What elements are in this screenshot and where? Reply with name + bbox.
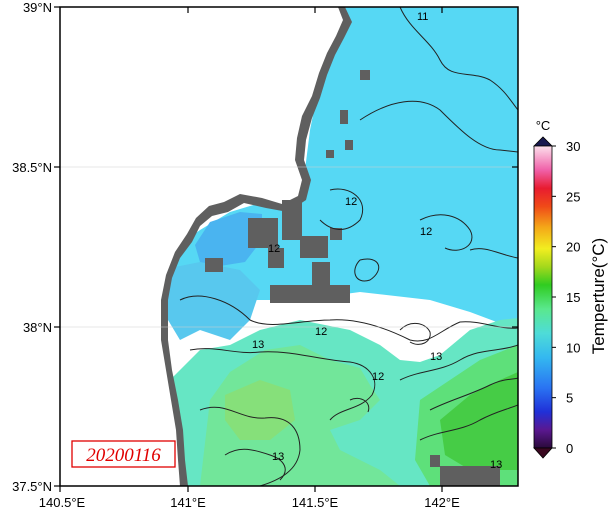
lon-label-142: 142°E <box>424 495 460 510</box>
contour-label-12a: 12 <box>345 196 357 208</box>
contour-label-13b: 13 <box>430 351 442 363</box>
colorbar-tick-label: 15 <box>566 290 580 305</box>
isotherm-contours <box>179 7 518 486</box>
colorbar-scale <box>533 145 553 449</box>
colorbar-title: Temperture(°C) <box>589 238 608 354</box>
lat-label-38-5: 38.5°N <box>12 160 52 175</box>
contour-label-12b: 12 <box>420 226 432 238</box>
lat-label-37-5: 37.5°N <box>12 479 52 494</box>
sst-field: 11 12 12 12 12 13 13 13 13 12 <box>60 7 518 486</box>
map-ticks <box>54 6 518 492</box>
colorbar-ticks: 0 5 10 15 20 25 30 <box>552 139 580 456</box>
sea-region-warm-sw-patch <box>225 380 295 440</box>
sea-region-warm-inner <box>200 345 400 486</box>
colorbar-tick-label: 20 <box>566 240 580 255</box>
colorbar: °C 0 5 10 15 20 25 30 Temperture(°C) <box>533 118 608 459</box>
contour-label-13d: 13 <box>490 459 502 471</box>
missing-data-pixels <box>205 70 500 486</box>
colorbar-tick-label: 10 <box>566 340 580 355</box>
colorbar-tick-label: 25 <box>566 189 580 204</box>
sea-region-south-west <box>160 262 260 340</box>
contour-label-12e: 12 <box>372 371 384 383</box>
sea-region-offshore <box>172 7 518 330</box>
graticule <box>60 166 518 328</box>
lon-label-141-5: 141.5°E <box>292 495 339 510</box>
contour-label-13c: 13 <box>272 451 284 463</box>
lon-label-141: 141°E <box>170 495 206 510</box>
colorbar-min-arrow <box>533 447 553 459</box>
lon-label-140-5: 140.5°E <box>39 495 86 510</box>
map-frame <box>59 6 519 487</box>
colorbar-unit: °C <box>536 118 551 133</box>
contour-label-12c: 12 <box>268 243 280 255</box>
contour-label-13a: 13 <box>252 339 264 351</box>
colorbar-tick-label: 0 <box>566 441 573 456</box>
colorbar-max-arrow <box>533 136 553 147</box>
contour-label-11: 11 <box>417 11 428 23</box>
date-stamp: 20200116 <box>71 440 176 468</box>
sea-region-cold-bay <box>195 212 262 266</box>
contour-label-12d: 12 <box>315 326 327 338</box>
colorbar-tick-label: 30 <box>566 139 580 154</box>
date-stamp-text: 20200116 <box>86 445 161 466</box>
lat-label-38: 38°N <box>23 320 52 335</box>
land-coast-gray <box>161 7 352 486</box>
colorbar-tick-label: 5 <box>566 391 573 406</box>
lat-label-39: 39°N <box>23 0 52 15</box>
land-coast-north <box>60 7 350 486</box>
